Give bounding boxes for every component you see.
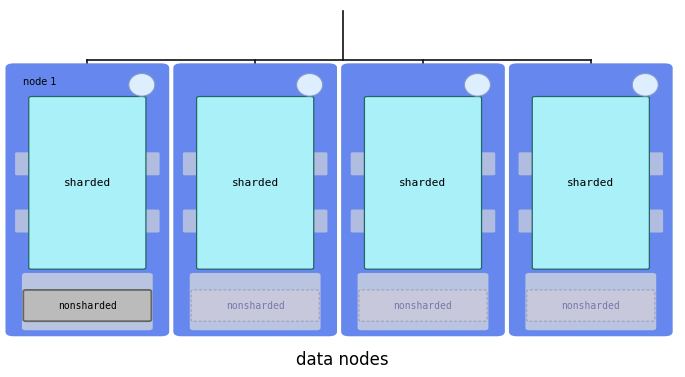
Text: sharded: sharded	[399, 178, 447, 188]
Ellipse shape	[129, 74, 155, 96]
FancyBboxPatch shape	[341, 63, 505, 336]
FancyBboxPatch shape	[525, 273, 656, 330]
FancyBboxPatch shape	[312, 152, 327, 175]
Text: data nodes: data nodes	[296, 351, 389, 369]
Text: nonsharded: nonsharded	[394, 300, 452, 311]
FancyBboxPatch shape	[532, 97, 649, 269]
FancyBboxPatch shape	[519, 152, 534, 175]
FancyBboxPatch shape	[648, 210, 663, 233]
FancyBboxPatch shape	[480, 210, 495, 233]
FancyBboxPatch shape	[358, 273, 488, 330]
Text: sharded: sharded	[64, 178, 111, 188]
FancyBboxPatch shape	[364, 97, 482, 269]
FancyBboxPatch shape	[191, 290, 319, 321]
FancyBboxPatch shape	[23, 290, 151, 321]
Text: node 1: node 1	[23, 77, 56, 87]
FancyBboxPatch shape	[5, 63, 169, 336]
FancyBboxPatch shape	[183, 210, 198, 233]
Text: nonsharded: nonsharded	[58, 300, 116, 311]
FancyBboxPatch shape	[29, 97, 146, 269]
Ellipse shape	[297, 74, 323, 96]
FancyBboxPatch shape	[197, 97, 314, 269]
FancyBboxPatch shape	[527, 290, 655, 321]
FancyBboxPatch shape	[173, 63, 337, 336]
FancyBboxPatch shape	[312, 210, 327, 233]
FancyBboxPatch shape	[22, 273, 153, 330]
Text: sharded: sharded	[567, 178, 614, 188]
FancyBboxPatch shape	[359, 290, 487, 321]
FancyBboxPatch shape	[351, 152, 366, 175]
FancyBboxPatch shape	[519, 210, 534, 233]
FancyBboxPatch shape	[145, 152, 160, 175]
FancyBboxPatch shape	[183, 152, 198, 175]
FancyBboxPatch shape	[15, 152, 30, 175]
Ellipse shape	[464, 74, 490, 96]
FancyBboxPatch shape	[145, 210, 160, 233]
Text: nonsharded: nonsharded	[226, 300, 284, 311]
FancyBboxPatch shape	[190, 273, 321, 330]
FancyBboxPatch shape	[648, 152, 663, 175]
FancyBboxPatch shape	[15, 210, 30, 233]
Text: sharded: sharded	[232, 178, 279, 188]
FancyBboxPatch shape	[480, 152, 495, 175]
Text: nonsharded: nonsharded	[562, 300, 620, 311]
Ellipse shape	[632, 74, 658, 96]
FancyBboxPatch shape	[509, 63, 673, 336]
FancyBboxPatch shape	[351, 210, 366, 233]
